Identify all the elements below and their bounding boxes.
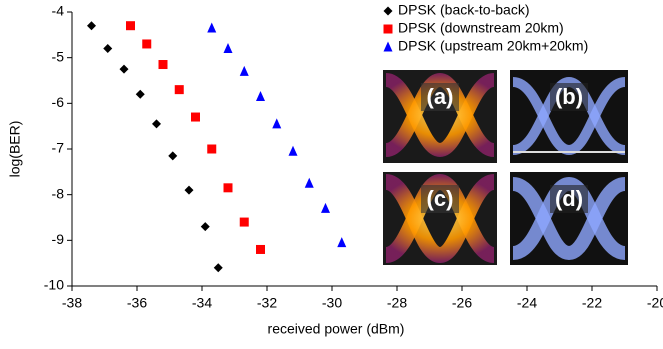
- point: [305, 178, 314, 188]
- x-tick-label: -36: [127, 295, 147, 311]
- point: [201, 222, 210, 231]
- x-tick-label: -22: [582, 295, 602, 311]
- point: [87, 21, 96, 30]
- x-tick-label: -38: [62, 295, 82, 311]
- point: [289, 146, 298, 156]
- point: [240, 218, 249, 227]
- point: [191, 113, 200, 122]
- y-tick-label: -9: [52, 231, 65, 247]
- point: [168, 151, 177, 160]
- x-tick-label: -28: [387, 295, 407, 311]
- point: [207, 22, 216, 32]
- point: [103, 44, 112, 53]
- legend-label: DPSK (upstream 20km+20km): [398, 38, 588, 54]
- point: [159, 60, 168, 69]
- x-tick-label: -30: [322, 295, 342, 311]
- legend-marker: [384, 7, 393, 16]
- point: [136, 90, 145, 99]
- point: [175, 85, 184, 94]
- point: [185, 186, 194, 195]
- point: [207, 145, 216, 154]
- point: [152, 119, 161, 128]
- annotation: (b): [555, 84, 583, 109]
- x-tick-label: -34: [192, 295, 212, 311]
- x-axis-label: received power (dBm): [268, 321, 405, 337]
- eye-diagrams: [383, 70, 628, 265]
- point: [337, 237, 346, 247]
- point: [214, 263, 223, 272]
- chart: received power (dBm) log(BER) -4 -5 -6 -7 -8…: [0, 0, 663, 349]
- x-tick-label: -32: [257, 295, 277, 311]
- legend-marker: [384, 42, 393, 52]
- y-tick-label: -10: [44, 277, 64, 293]
- point: [224, 183, 233, 192]
- annotation: (d): [555, 186, 583, 211]
- y-tick-label: -8: [52, 185, 65, 201]
- point: [126, 21, 135, 30]
- x-tick-label: -20: [647, 295, 663, 311]
- x-tick-label: -26: [452, 295, 472, 311]
- annotation: (a): [427, 84, 454, 109]
- legend-label: DPSK (downstream 20km): [398, 20, 564, 36]
- point: [240, 66, 249, 76]
- point: [321, 203, 330, 213]
- y-tick-label: -7: [52, 140, 65, 156]
- y-axis-label: log(BER): [7, 121, 23, 178]
- x-tick-label: -24: [517, 295, 537, 311]
- point: [142, 39, 151, 48]
- point: [272, 118, 281, 128]
- point: [256, 245, 265, 254]
- point: [256, 91, 265, 101]
- y-tick-label: -5: [52, 48, 65, 64]
- y-tick-label: -4: [52, 3, 65, 19]
- legend-marker: [384, 25, 393, 34]
- y-tick-label: -6: [52, 94, 65, 110]
- legend-label: DPSK (back-to-back): [398, 2, 529, 18]
- point: [224, 43, 233, 53]
- point: [120, 65, 129, 74]
- annotation: (c): [427, 186, 454, 211]
